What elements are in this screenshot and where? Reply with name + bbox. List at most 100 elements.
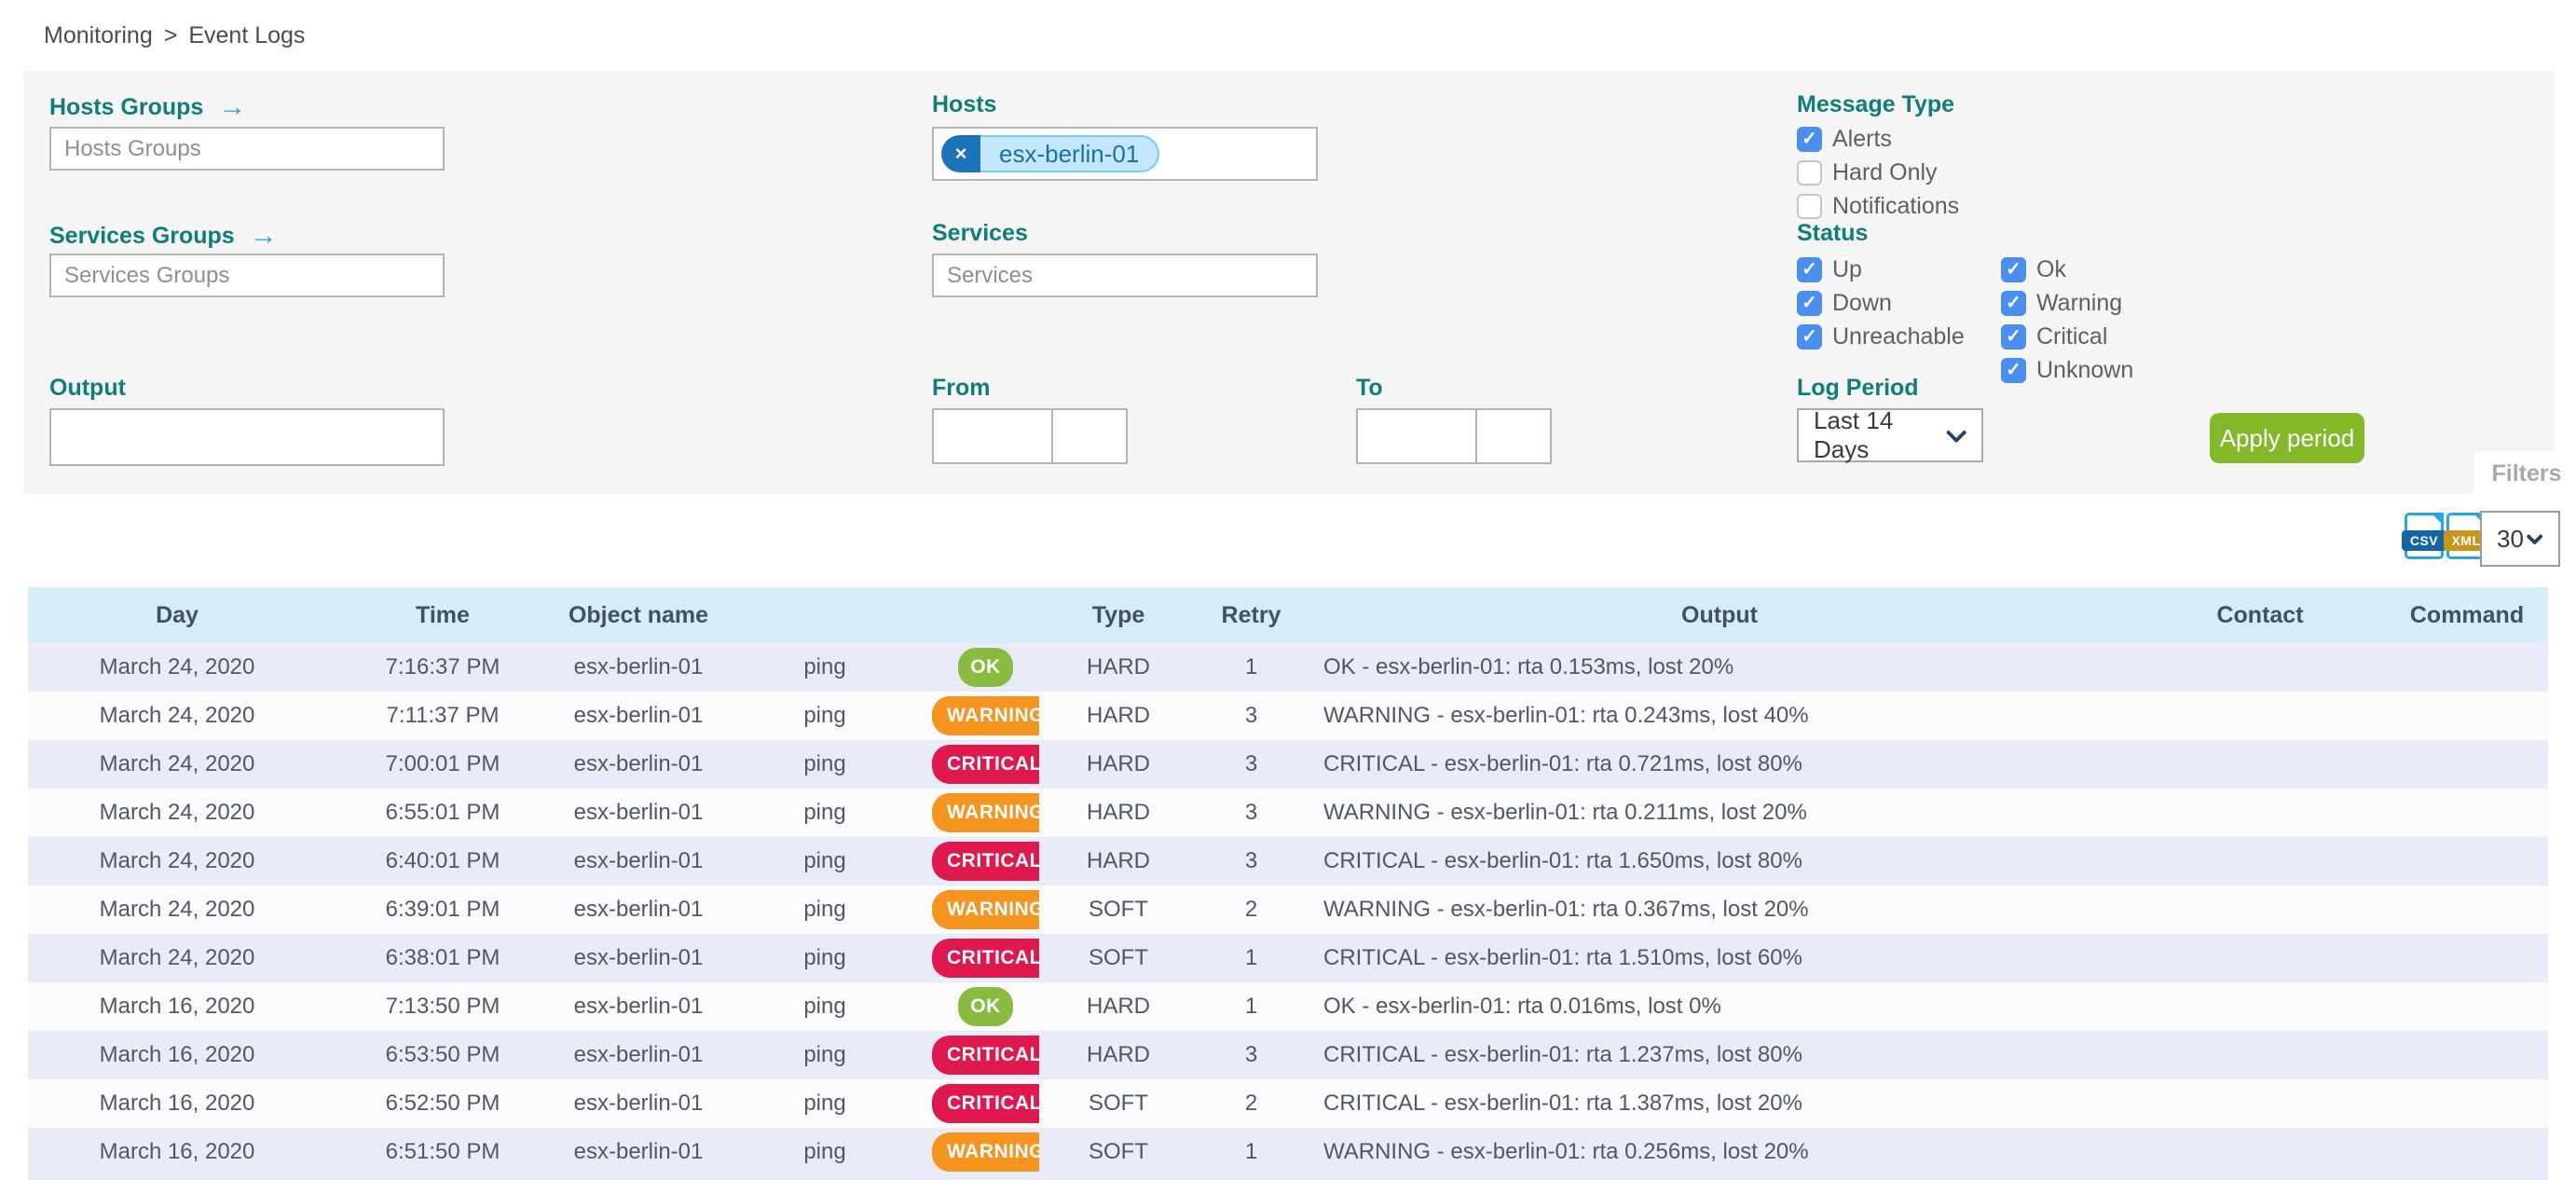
- cell-command: [2386, 643, 2548, 692]
- from-time-input[interactable]: [1051, 408, 1128, 464]
- services-groups-arrow-icon[interactable]: →: [249, 220, 278, 251]
- cell-service[interactable]: ping: [803, 1042, 846, 1067]
- cell-day: March 24, 2020: [99, 751, 255, 776]
- table-row[interactable]: March 16, 2020 7:13:50 PM esx-berlin-01 …: [28, 982, 2548, 1031]
- cell-service[interactable]: ping: [803, 1139, 846, 1164]
- checkbox-row: ✓ Critical: [2001, 322, 2133, 350]
- cell-time: 7:11:37 PM: [386, 703, 500, 728]
- status-group-host: ✓ Up ✓ Down ✓ Unreachable: [1797, 255, 1965, 350]
- cell-object-name[interactable]: esx-berlin-01: [573, 1042, 704, 1067]
- cell-object-name[interactable]: esx-berlin-01: [573, 703, 704, 728]
- table-row[interactable]: March 24, 2020 7:11:37 PM esx-berlin-01 …: [28, 692, 2548, 740]
- log-period-select[interactable]: Last 14 Days: [1797, 406, 1983, 463]
- checkbox[interactable]: ✓: [1797, 159, 1822, 185]
- cell-service[interactable]: ping: [803, 994, 846, 1019]
- column-header[interactable]: Command: [2386, 587, 2548, 643]
- checkbox[interactable]: ✓: [2001, 290, 2026, 316]
- cell-object-name[interactable]: esx-berlin-01: [573, 800, 704, 825]
- cell-status: WARNING: [932, 1128, 1039, 1176]
- cell-service[interactable]: ping: [803, 751, 846, 776]
- cell-day: March 24, 2020: [99, 654, 255, 679]
- checkbox[interactable]: ✓: [1797, 290, 1822, 316]
- checkbox[interactable]: ✓: [1797, 256, 1822, 282]
- column-header[interactable]: Time: [326, 587, 559, 643]
- cell-object-name[interactable]: esx-berlin-01: [573, 897, 704, 922]
- output-filter-input[interactable]: [49, 408, 445, 466]
- cell-object-name[interactable]: esx-berlin-01: [573, 848, 704, 873]
- cell-object-name[interactable]: esx-berlin-01: [573, 654, 704, 679]
- table-row[interactable]: March 24, 2020 7:00:01 PM esx-berlin-01 …: [28, 740, 2548, 789]
- to-date-input[interactable]: [1356, 408, 1477, 464]
- page-size-select[interactable]: 30: [2480, 511, 2560, 567]
- hosts-groups-arrow-icon[interactable]: →: [218, 91, 247, 122]
- hosts-groups-label: Hosts Groups →: [49, 91, 247, 122]
- to-time-input[interactable]: [1475, 408, 1552, 464]
- cell-contact: [2134, 982, 2386, 1031]
- column-header[interactable]: [718, 587, 932, 643]
- breadcrumb-event-logs[interactable]: Event Logs: [188, 22, 306, 48]
- services-input[interactable]: [932, 254, 1318, 297]
- table-row[interactable]: March 16, 2020 6:52:50 PM esx-berlin-01 …: [28, 1079, 2548, 1128]
- hosts-groups-input[interactable]: [49, 127, 445, 171]
- services-label: Services: [932, 220, 1028, 246]
- from-date-input[interactable]: [932, 408, 1053, 464]
- column-header[interactable]: Contact: [2134, 587, 2386, 643]
- chip-remove-icon[interactable]: ×: [941, 135, 980, 172]
- cell-type: SOFT: [1089, 1091, 1148, 1116]
- table-row[interactable]: March 24, 2020 6:38:01 PM esx-berlin-01 …: [28, 934, 2548, 982]
- cell-time: 7:16:37 PM: [385, 654, 500, 679]
- checkbox[interactable]: ✓: [1797, 126, 1822, 152]
- checkbox[interactable]: ✓: [2001, 357, 2026, 383]
- check-icon: ✓: [1802, 129, 1817, 149]
- cell-service[interactable]: ping: [803, 897, 846, 922]
- column-header[interactable]: Day: [28, 587, 326, 643]
- status-badge: CRITICAL: [932, 1036, 1039, 1075]
- chip-label: esx-berlin-01: [980, 135, 1160, 172]
- checkbox[interactable]: ✓: [2001, 256, 2026, 282]
- cell-output: WARNING - esx-berlin-01: rta 0.243ms, lo…: [1323, 703, 1809, 728]
- cell-object-name[interactable]: esx-berlin-01: [573, 994, 704, 1019]
- cell-command: [2386, 885, 2548, 934]
- column-header[interactable]: Object name: [559, 587, 718, 643]
- cell-command: [2386, 837, 2548, 885]
- column-header[interactable]: Retry: [1198, 587, 1305, 643]
- table-row[interactable]: March 24, 2020 6:40:01 PM esx-berlin-01 …: [28, 837, 2548, 885]
- column-header[interactable]: Output: [1305, 587, 2134, 643]
- check-icon: ✓: [2006, 326, 2021, 347]
- cell-retry: 3: [1244, 1042, 1258, 1067]
- column-header[interactable]: Type: [1039, 587, 1198, 643]
- checkbox[interactable]: ✓: [1797, 193, 1822, 219]
- cell-service[interactable]: ping: [803, 945, 846, 970]
- cell-object-name[interactable]: esx-berlin-01: [573, 1139, 704, 1164]
- cell-object-name[interactable]: esx-berlin-01: [573, 945, 704, 970]
- breadcrumb-monitoring[interactable]: Monitoring: [44, 22, 153, 48]
- export-csv-icon[interactable]: CSV: [2402, 513, 2446, 559]
- cell-day: March 16, 2020: [99, 1091, 255, 1116]
- column-header[interactable]: [932, 587, 1039, 643]
- filters-tab[interactable]: Filters: [2474, 451, 2576, 496]
- cell-type: HARD: [1086, 654, 1150, 679]
- checkbox[interactable]: ✓: [2001, 323, 2026, 350]
- cell-time: 7:13:50 PM: [385, 994, 500, 1019]
- apply-period-button[interactable]: Apply period: [2210, 413, 2364, 463]
- table-row[interactable]: March 16, 2020 6:51:50 PM esx-berlin-01 …: [28, 1128, 2548, 1176]
- cell-service[interactable]: ping: [803, 703, 846, 728]
- cell-service[interactable]: ping: [803, 800, 846, 825]
- checkbox-row: ✓ Alerts: [1797, 125, 1959, 153]
- cell-service[interactable]: ping: [803, 848, 846, 873]
- cell-object-name[interactable]: esx-berlin-01: [573, 1091, 704, 1116]
- checkbox-label: Alerts: [1832, 125, 1892, 152]
- checkbox-label: Notifications: [1832, 192, 1960, 219]
- checkbox-row: ✓ Down: [1797, 289, 1965, 317]
- cell-service[interactable]: ping: [803, 1091, 846, 1116]
- checkbox[interactable]: ✓: [1797, 323, 1822, 350]
- cell-service[interactable]: ping: [803, 654, 846, 679]
- cell-object-name[interactable]: esx-berlin-01: [573, 751, 704, 776]
- hosts-input[interactable]: × esx-berlin-01: [932, 127, 1318, 181]
- table-row[interactable]: March 24, 2020 7:16:37 PM esx-berlin-01 …: [28, 643, 2548, 692]
- table-row[interactable]: March 24, 2020 6:39:01 PM esx-berlin-01 …: [28, 885, 2548, 934]
- table-row[interactable]: March 24, 2020 6:55:01 PM esx-berlin-01 …: [28, 789, 2548, 837]
- status-badge: CRITICAL: [932, 939, 1039, 978]
- table-row[interactable]: March 16, 2020 6:53:50 PM esx-berlin-01 …: [28, 1031, 2548, 1079]
- services-groups-input[interactable]: [49, 254, 445, 297]
